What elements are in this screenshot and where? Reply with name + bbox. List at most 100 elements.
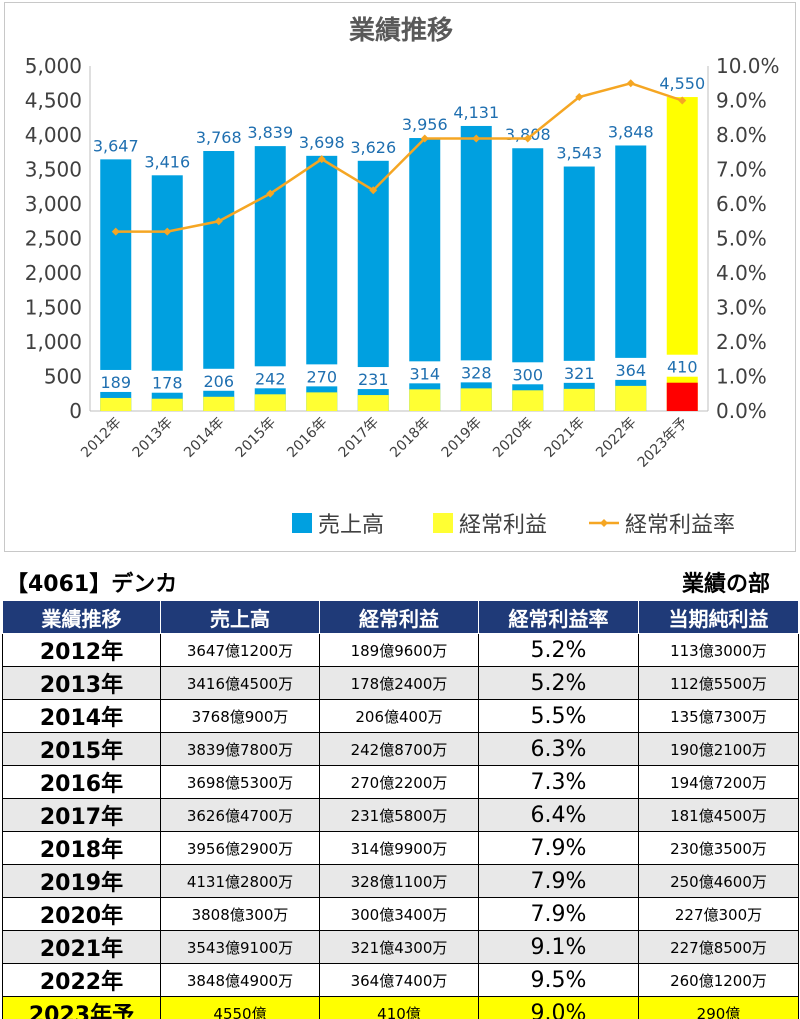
cell-sales: 3839億7800万 [160,732,320,766]
header-net-income: 当期純利益 [638,600,799,634]
header-ordinary-profit: 経常利益 [319,600,479,634]
cell-sales: 3768億900万 [160,699,320,733]
sales-data-label: 4,131 [453,103,499,122]
x-tick-label: 2020年 [490,415,536,461]
cell-profit-rate: 5.2% [478,666,639,700]
profit-label-bg [198,368,239,391]
y2-tick-label: 7.0% [716,158,767,182]
cell-profit-rate: 7.3% [478,765,639,799]
cell-profit-rate: 5.5% [478,699,639,733]
cell-net-income: 181億4500万 [638,798,799,832]
table-row: 2013年 3416億4500万 178億2400万 5.2% 112億5500万 [2,666,799,700]
cell-ordinary-profit: 300億3400万 [319,897,479,931]
profit-label-bg [250,366,291,389]
cell-net-income: 112億5500万 [638,666,799,700]
x-tick-label: 2018年 [387,415,433,461]
table-row: 2019年 4131億2800万 328億1100万 7.9% 250億4600万 [2,864,799,898]
profit-data-label: 314 [409,364,440,383]
chart-panel: 業績推移 0 500 1,000 1,500 2,000 2,500 3,000 3,500 4… [4,2,796,552]
cell-ordinary-profit: 270億2200万 [319,765,479,799]
profit-data-label: 321 [564,364,595,383]
cell-net-income: 227億8500万 [638,930,799,964]
cell-sales: 3647億1200万 [160,633,320,667]
rate-point [523,134,532,143]
legend-swatch-profit [433,513,453,533]
cell-net-income: 250億4600万 [638,864,799,898]
cell-sales: 3698億5300万 [160,765,320,799]
y-tick-label: 1,000 [25,330,82,354]
cell-profit-rate: 6.4% [478,798,639,832]
y2-tick-label: 5.0% [716,227,767,251]
cell-profit-rate: 9.1% [478,930,639,964]
cell-period: 2014年 [2,699,161,733]
table-row: 2016年 3698億5300万 270億2200万 7.3% 194億7200万 [2,765,799,799]
table-caption: 業績の部 [681,572,770,597]
profit-label-bg [404,361,445,384]
profit-data-label: 270 [306,367,337,386]
cell-period: 2022年 [2,963,161,997]
profit-bar [357,395,389,411]
y-tick-label: 0 [69,399,82,423]
cell-ordinary-profit: 189億9600万 [319,633,479,667]
cell-profit-rate: 7.9% [478,864,639,898]
y-tick-label: 1,500 [25,296,82,320]
rate-line [115,81,683,233]
profit-label-bg [301,364,342,387]
y2-tick-label: 2.0% [716,330,767,354]
sales-bar [100,159,132,411]
x-tick-label: 2013年 [130,415,176,461]
y2-tick-label: 9.0% [716,89,767,113]
cell-profit-rate: 6.3% [478,732,639,766]
profit-label-bg [662,354,703,377]
cell-ordinary-profit: 314億9900万 [319,831,479,865]
cell-sales: 3956億2900万 [160,831,320,865]
cell-ordinary-profit: 410億 [319,996,479,1019]
cell-net-income: 194億7200万 [638,765,799,799]
profit-bar [306,392,338,411]
cell-sales: 3848億4900万 [160,963,320,997]
cell-period: 2017年 [2,798,161,832]
cell-sales: 4550億 [160,996,320,1019]
rate-point [420,134,429,143]
y2-tick-label: 4.0% [716,261,767,285]
sales-bar [203,151,235,411]
cell-net-income: 290億 [638,996,799,1019]
profit-data-label: 300 [512,365,543,384]
x-tick-label: 2023年予 [635,415,691,471]
table-header-row: 業績推移 売上高 経常利益 経常利益率 当期純利益 [2,600,799,634]
profit-bar [100,397,132,411]
profit-bar [460,388,492,411]
cell-ordinary-profit: 242億8700万 [319,732,479,766]
cell-sales: 3626億4700万 [160,798,320,832]
x-tick-label: 2019年 [439,415,485,461]
cell-profit-rate: 9.5% [478,963,639,997]
table-row: 2020年 3808億300万 300億3400万 7.9% 227億300万 [2,897,799,931]
profit-bar [563,388,595,411]
cell-period: 2021年 [2,930,161,964]
rate-point [111,227,120,236]
y2-tick-label: 10.0% [716,54,780,78]
y-tick-label: 5,000 [25,54,82,78]
table-body: 2012年 3647億1200万 189億9600万 5.2% 113億3000万 201… [2,633,799,1019]
rate-point [163,227,172,236]
rate-point [626,79,635,88]
legend-swatch-sales [292,513,312,533]
profit-label-bg [507,362,548,385]
company-title: 【4061】デンカ [6,572,178,597]
y-tick-label: 500 [44,365,82,389]
rate-point [575,93,584,102]
profit-label-bg [147,370,188,393]
header-sales: 売上高 [160,600,320,634]
cell-period: 2015年 [2,732,161,766]
cell-net-income: 113億3000万 [638,633,799,667]
legend-label-profit: 経常利益 [459,513,547,538]
profit-data-label: 242 [255,369,286,388]
cell-sales: 3543億9100万 [160,930,320,964]
legend: 売上高 経常利益 経常利益率 [292,513,735,538]
sales-data-label: 4,550 [659,74,705,93]
y-tick-label: 2,500 [25,227,82,251]
profit-label-bg [610,357,651,380]
profit-bar [203,396,235,411]
cell-profit-rate: 7.9% [478,831,639,865]
cell-period: 2023年予 [2,996,161,1019]
